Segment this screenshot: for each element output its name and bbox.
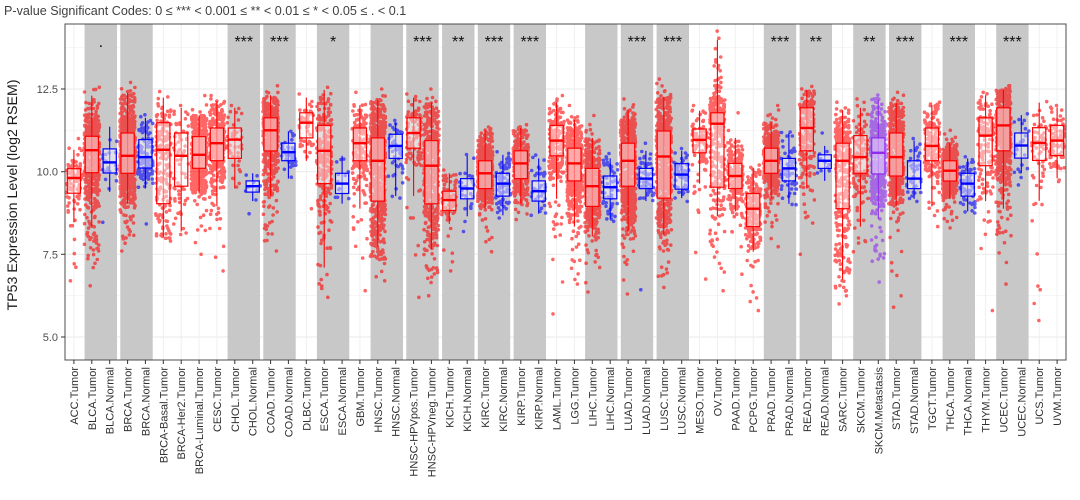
svg-text:**: **	[452, 34, 464, 51]
svg-text:BLCA.Tumor: BLCA.Tumor	[87, 367, 99, 431]
svg-text:***: ***	[520, 34, 539, 51]
svg-text:LAML.Tumor: LAML.Tumor	[552, 367, 564, 431]
svg-text:7.5: 7.5	[43, 249, 58, 261]
svg-text:KIRC.Normal: KIRC.Normal	[498, 367, 510, 432]
svg-text:LGG.Tumor: LGG.Tumor	[569, 367, 581, 425]
svg-text:LIHC.Tumor: LIHC.Tumor	[587, 367, 599, 427]
svg-text:.: .	[99, 34, 103, 51]
svg-text:CHOL.Normal: CHOL.Normal	[248, 367, 260, 436]
svg-text:UVM.Tumor: UVM.Tumor	[1052, 367, 1064, 426]
svg-text:LUSC.Normal: LUSC.Normal	[677, 367, 689, 435]
svg-text:CESC.Tumor: CESC.Tumor	[212, 367, 224, 432]
svg-text:***: ***	[896, 34, 915, 51]
svg-text:***: ***	[413, 34, 432, 51]
svg-text:BRCA.Tumor: BRCA.Tumor	[123, 367, 135, 432]
svg-text:STAD.Tumor: STAD.Tumor	[891, 367, 903, 430]
svg-text:COAD.Normal: COAD.Normal	[283, 367, 295, 437]
svg-text:ACC.Tumor: ACC.Tumor	[69, 367, 81, 425]
svg-text:HNSC-HPVpos.Tumor: HNSC-HPVpos.Tumor	[409, 367, 421, 477]
svg-text:***: ***	[485, 34, 504, 51]
svg-text:BRCA-Basal.Tumor: BRCA-Basal.Tumor	[158, 367, 170, 464]
svg-text:KICH.Normal: KICH.Normal	[462, 367, 474, 432]
svg-text:KIRP.Normal: KIRP.Normal	[534, 367, 546, 430]
svg-text:**: **	[863, 34, 875, 51]
svg-text:***: ***	[234, 34, 253, 51]
svg-text:LUAD.Tumor: LUAD.Tumor	[623, 367, 635, 431]
svg-text:GBM.Tumor: GBM.Tumor	[355, 367, 367, 427]
svg-text:*: *	[330, 34, 336, 51]
svg-text:BLCA.Normal: BLCA.Normal	[105, 367, 117, 434]
svg-text:***: ***	[1003, 34, 1022, 51]
svg-text:THYM.Tumor: THYM.Tumor	[981, 367, 993, 433]
svg-text:ESCA.Tumor: ESCA.Tumor	[319, 367, 331, 432]
svg-text:OV.Tumor: OV.Tumor	[712, 367, 724, 417]
svg-text:TGCT.Tumor: TGCT.Tumor	[927, 367, 939, 430]
svg-text:5.0: 5.0	[43, 332, 58, 344]
svg-text:UCS.Tumor: UCS.Tumor	[1034, 367, 1046, 425]
svg-text:STAD.Normal: STAD.Normal	[909, 367, 921, 434]
svg-text:MESO.Tumor: MESO.Tumor	[695, 367, 707, 434]
svg-text:P-value Significant Codes: 0 ≤: P-value Significant Codes: 0 ≤ *** < 0.0…	[4, 4, 406, 18]
svg-text:READ.Tumor: READ.Tumor	[802, 367, 814, 432]
svg-text:KICH.Tumor: KICH.Tumor	[444, 367, 456, 428]
svg-text:***: ***	[949, 34, 968, 51]
svg-text:THCA.Normal: THCA.Normal	[963, 367, 975, 435]
svg-text:LIHC.Normal: LIHC.Normal	[605, 367, 617, 431]
svg-text:KIRP.Tumor: KIRP.Tumor	[516, 367, 528, 426]
svg-text:THCA.Tumor: THCA.Tumor	[945, 367, 957, 432]
svg-text:HNSC-HPVneg.Tumor: HNSC-HPVneg.Tumor	[426, 367, 438, 478]
svg-text:ESCA.Normal: ESCA.Normal	[337, 367, 349, 435]
svg-text:BRCA-Her2.Tumor: BRCA-Her2.Tumor	[176, 367, 188, 460]
svg-text:TP53 Expression Level (log2 RS: TP53 Expression Level (log2 RSEM)	[5, 79, 21, 310]
svg-text:***: ***	[771, 34, 790, 51]
svg-text:HNSC.Normal: HNSC.Normal	[391, 367, 403, 437]
svg-text:KIRC.Tumor: KIRC.Tumor	[480, 367, 492, 428]
svg-text:PCPG.Tumor: PCPG.Tumor	[748, 367, 760, 433]
svg-text:READ.Normal: READ.Normal	[820, 367, 832, 436]
svg-text:PRAD.Tumor: PRAD.Tumor	[766, 367, 778, 432]
svg-text:SARC.Tumor: SARC.Tumor	[838, 367, 850, 432]
svg-text:**: **	[810, 34, 822, 51]
svg-text:BRCA.Normal: BRCA.Normal	[140, 367, 152, 436]
svg-text:***: ***	[270, 34, 289, 51]
svg-text:UCEC.Tumor: UCEC.Tumor	[998, 367, 1010, 433]
svg-text:HNSC.Tumor: HNSC.Tumor	[373, 367, 385, 433]
svg-text:DLBC.Tumor: DLBC.Tumor	[301, 367, 313, 431]
svg-text:10.0: 10.0	[37, 167, 58, 179]
svg-text:***: ***	[628, 34, 647, 51]
svg-text:SKCM.Tumor: SKCM.Tumor	[855, 367, 867, 434]
svg-text:***: ***	[663, 34, 682, 51]
svg-text:LUAD.Normal: LUAD.Normal	[641, 367, 653, 435]
svg-text:LUSC.Tumor: LUSC.Tumor	[659, 367, 671, 431]
svg-text:PAAD.Tumor: PAAD.Tumor	[730, 367, 742, 431]
svg-text:CHOL.Tumor: CHOL.Tumor	[230, 367, 242, 432]
svg-text:12.5: 12.5	[37, 84, 58, 96]
svg-text:BRCA-Luminal.Tumor: BRCA-Luminal.Tumor	[194, 367, 206, 475]
svg-text:PRAD.Normal: PRAD.Normal	[784, 367, 796, 436]
svg-text:COAD.Tumor: COAD.Tumor	[266, 367, 278, 434]
svg-text:SKCM.Metastasis: SKCM.Metastasis	[873, 367, 885, 455]
svg-text:UCEC.Normal: UCEC.Normal	[1016, 367, 1028, 437]
